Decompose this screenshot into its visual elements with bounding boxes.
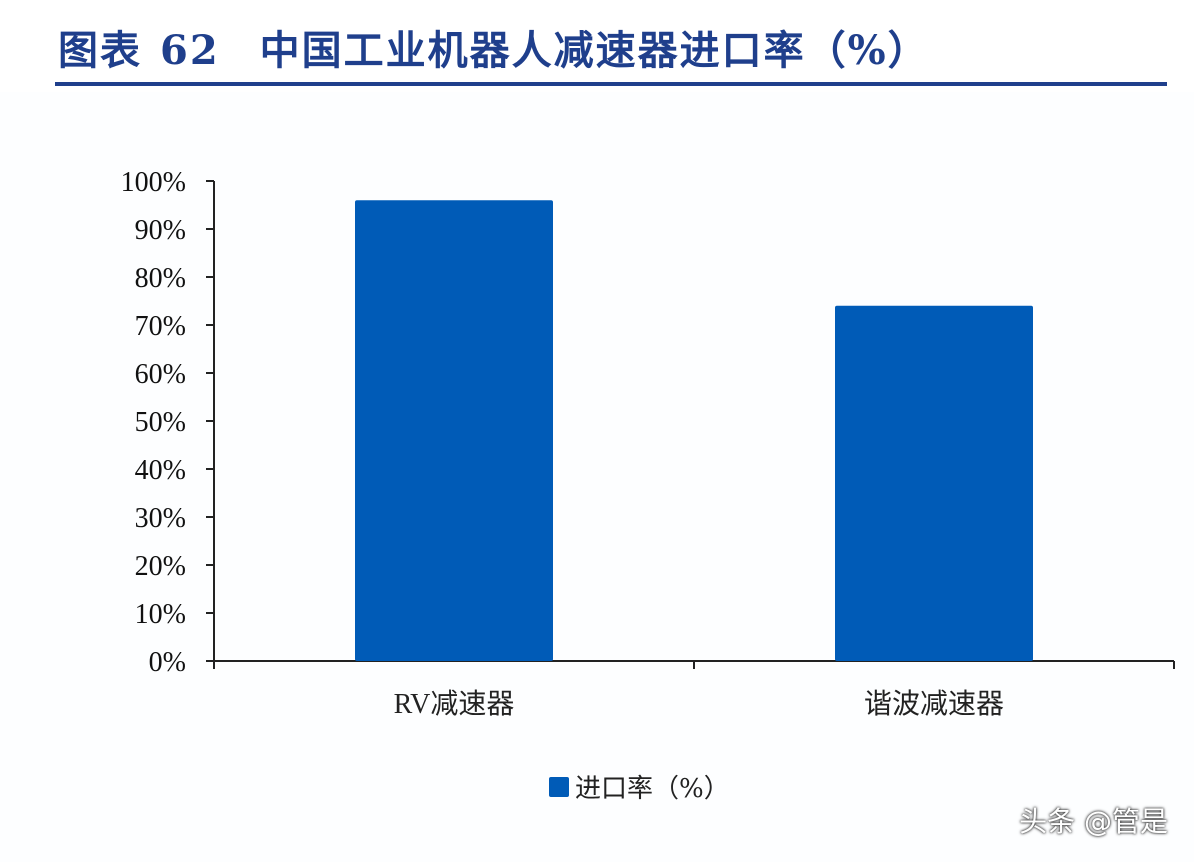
y-tick-label: 20% [135,551,186,582]
y-tick-label: 70% [135,311,186,342]
legend-label: 进口率（%） [575,774,730,804]
chart-title: 图表 62 中国工业机器人减速器进口率（%） [58,18,930,76]
y-tick-label: 100% [121,167,186,198]
bar-1 [355,200,553,661]
y-tick-label: 30% [135,503,186,534]
y-tick-label: 60% [135,359,186,390]
bar-2 [835,305,1033,661]
y-tick-label: 50% [135,407,186,438]
x-tick-label: RV减速器 [394,688,515,720]
y-tick-label: 80% [135,263,186,294]
title-text: 中国工业机器人减速器进口率（%） [259,27,930,74]
y-tick-label: 90% [135,215,186,246]
y-tick-label: 40% [135,455,186,486]
x-tick-label: 谐波减速器 [864,688,1004,720]
legend-swatch [549,776,569,797]
y-tick-label: 10% [135,599,186,630]
title-rule [55,82,1167,86]
figure-label: 图表 [58,27,142,74]
figure-number: 62 [160,27,220,74]
watermark: 头条 @管是 [1019,805,1168,838]
legend: 进口率（%） [549,768,730,805]
y-tick-label: 0% [149,647,186,678]
